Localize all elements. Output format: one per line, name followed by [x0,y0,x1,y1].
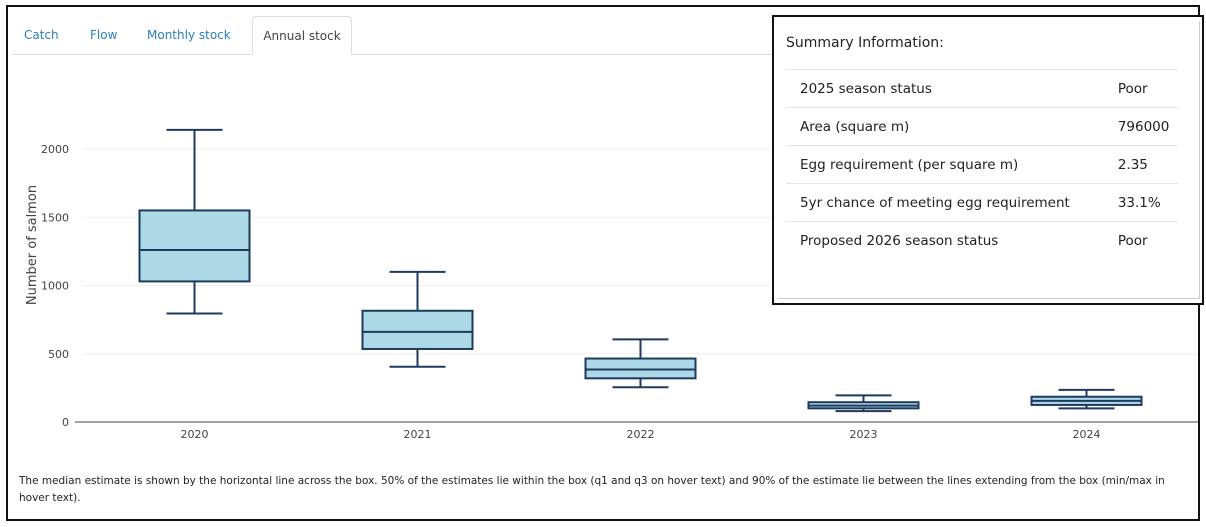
summary-row-label: Proposed 2026 season status [786,221,1114,259]
summary-panel-inner [778,21,1200,299]
x-tick-label: 2023 [850,428,878,441]
y-axis-title: Number of salmon [25,185,40,305]
summary-row: Area (square m) 796000 [786,107,1178,146]
x-tick-label: 2024 [1073,428,1101,441]
x-tick-label: 2021 [404,428,432,441]
summary-row-value: Poor [1113,69,1178,108]
summary-row-value: Poor [1113,221,1178,259]
y-tick-label: 500 [48,348,69,361]
chart-note: The median estimate is shown by the hori… [19,475,1165,504]
x-tick-label: 2022 [627,428,655,441]
summary-panel: Summary Information: 2025 season status … [772,15,1204,305]
summary-row-label: Egg requirement (per square m) [786,145,1114,184]
tab-annual-stock[interactable]: Annual stock [252,16,352,55]
box-iqr [584,357,697,380]
summary-row-label: Area (square m) [786,107,1114,146]
box-plot-chart: 0 500 1000 1500 2000 Number of salmon 2020 2021… [25,128,1198,441]
box-iqr [138,209,251,283]
summary-row: 2025 season status Poor [786,69,1178,108]
summary-row: Egg requirement (per square m) 2.35 [786,145,1178,184]
tab-monthly-stock[interactable]: Monthly stock [147,28,231,42]
summary-row: Proposed 2026 season status Poor [786,221,1178,259]
summary-title: Summary Information: [786,35,944,51]
summary-row-value: 33.1% [1113,183,1178,222]
box-iqr [361,309,474,350]
x-tick-label: 2020 [181,428,209,441]
tab-catch[interactable]: Catch [24,28,59,42]
y-tick-label: 1000 [41,280,69,293]
summary-row-label: 2025 season status [786,69,1114,108]
tab-flow[interactable]: Flow [90,28,118,42]
y-tick-label: 2000 [41,143,69,156]
summary-table: 2025 season status Poor Area (square m) … [786,69,1178,259]
summary-row-label: 5yr chance of meeting egg requirement [786,183,1114,222]
summary-row: 5yr chance of meeting egg requirement 33… [786,183,1178,222]
summary-row-value: 796000 [1113,107,1178,146]
y-tick-label: 1500 [41,211,69,224]
summary-row-value: 2.35 [1113,145,1178,184]
tab-bar: Catch Flow Monthly stock Annual stock [12,16,1198,55]
y-tick-label: 0 [62,416,69,429]
